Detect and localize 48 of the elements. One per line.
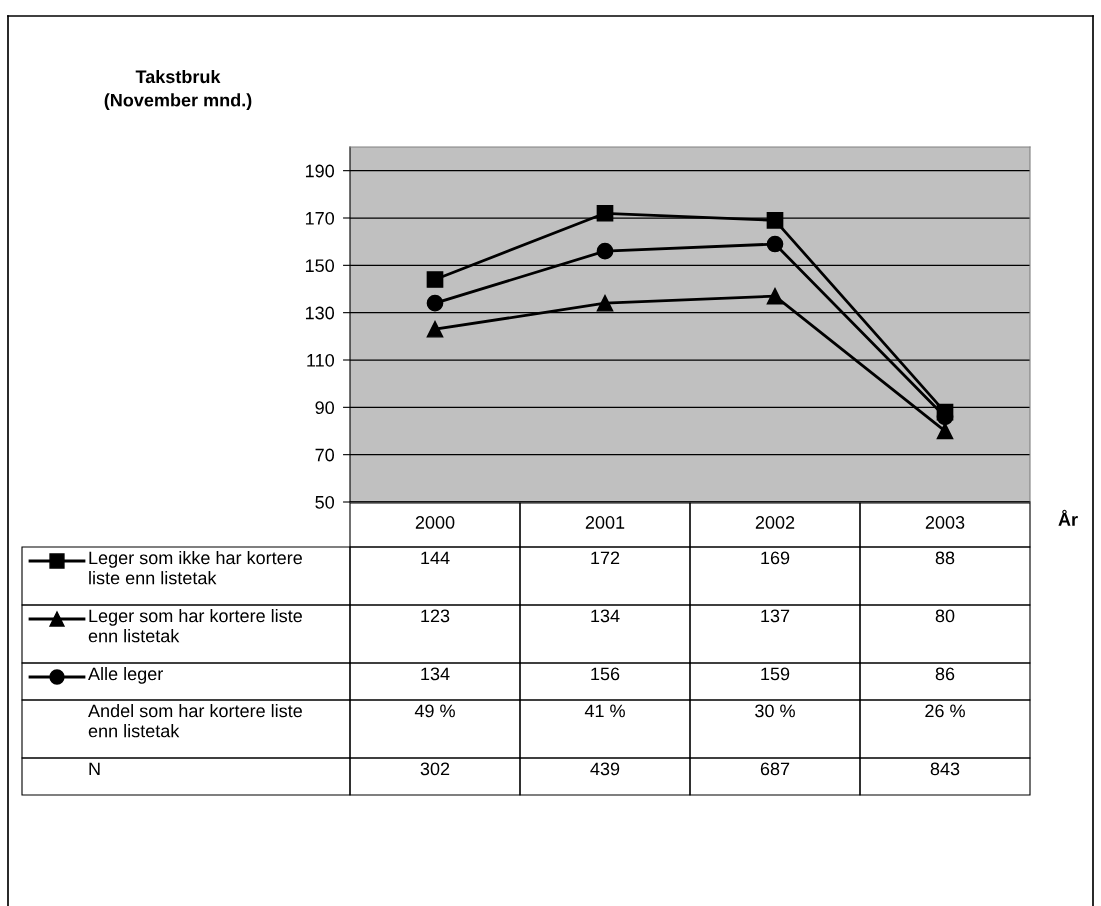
y-tick-label: 50 [315, 495, 335, 509]
data-label: 169 [761, 551, 790, 565]
data-label: 172 [591, 551, 620, 565]
legend-label: Leger som ikke har kortere liste enn listetak [89, 551, 302, 585]
x-tick-label: 2001 [585, 516, 625, 529]
text: 302 [420, 762, 450, 776]
data-label: 134 [421, 667, 450, 681]
data-label: 80 [935, 609, 955, 623]
text: Andel som har kortere liste enn listetak [88, 704, 302, 738]
text: 49 % [414, 704, 455, 718]
text: 26 % [925, 704, 965, 718]
data-label: 137 [761, 609, 790, 623]
x-tick-label: 2000 [415, 516, 455, 529]
legend-label: Leger som har kortere liste enn listetak [88, 609, 302, 643]
data-label: 123 [421, 609, 450, 623]
data-label: 144 [421, 551, 450, 565]
x-tick-label: 2002 [755, 516, 795, 529]
legend-label: Alle leger [88, 667, 163, 684]
x-axis-title: År [1058, 509, 1078, 526]
data-label: 134 [591, 609, 620, 623]
data-label: 156 [591, 667, 620, 681]
y-tick-label: 150 [305, 259, 335, 273]
y-tick-label: 130 [305, 306, 335, 320]
text: 30 % [755, 704, 795, 718]
y-tick-label: 90 [315, 401, 335, 415]
y-tick-label: 170 [305, 211, 335, 225]
data-label: 159 [761, 667, 790, 681]
point [426, 294, 444, 312]
y-axis-title: Takstbruk (November mnd.) [104, 69, 252, 111]
text: 439 [590, 762, 620, 776]
data-label: 86 [935, 667, 955, 681]
point [426, 320, 444, 338]
point [766, 212, 784, 229]
text: 687 [760, 762, 790, 776]
point [766, 235, 784, 253]
data-label: 88 [935, 551, 955, 565]
point [596, 294, 614, 312]
point [426, 271, 444, 288]
y-tick-label: 190 [305, 164, 335, 178]
point [766, 287, 784, 305]
y-tick-label: 70 [315, 448, 335, 462]
text: 843 [930, 762, 960, 776]
point [596, 242, 614, 260]
x-tick-label: 2003 [925, 516, 965, 529]
point [596, 204, 614, 222]
y-tick-label: 110 [307, 353, 335, 367]
text: 41 % [584, 704, 625, 718]
text: N [89, 762, 100, 776]
